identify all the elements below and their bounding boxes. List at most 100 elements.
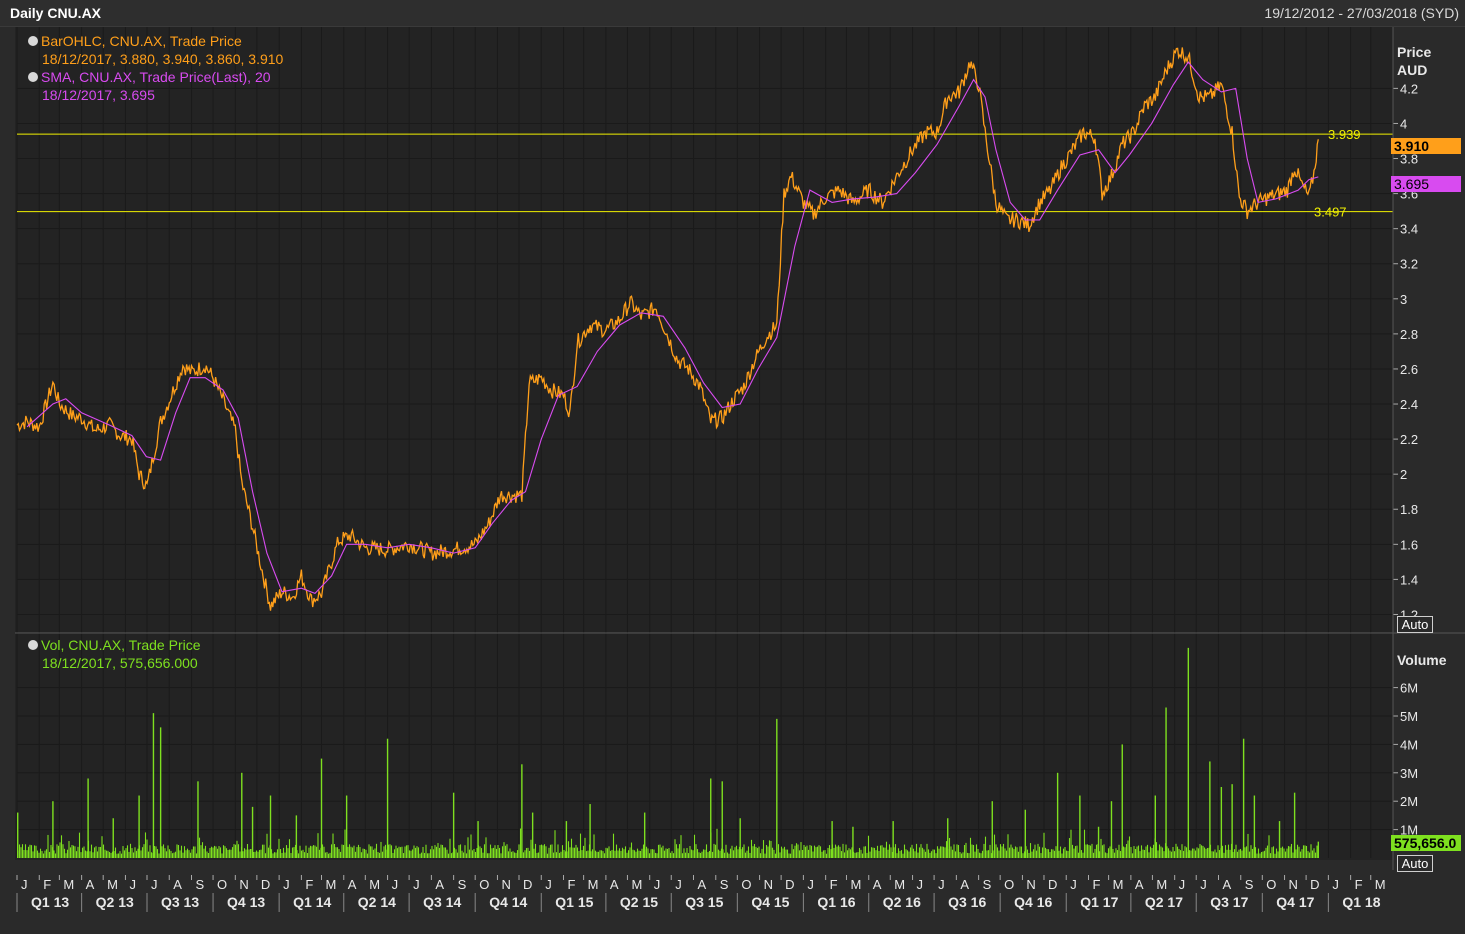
title-bar: Daily CNU.AX 19/12/2012 - 27/03/2018 (SY…: [0, 0, 1465, 27]
month-label: D: [1310, 877, 1319, 892]
price-panel: [15, 27, 1393, 632]
quarter-label: Q4 16: [1014, 894, 1052, 910]
gridlines: [16, 27, 1393, 858]
price-axis-unit: AUD: [1397, 62, 1427, 78]
legend-ohlc-name: BarOHLC, CNU.AX, Trade Price: [41, 33, 242, 49]
legend-ohlc-icon[interactable]: [28, 36, 38, 46]
legend-ohlc[interactable]: BarOHLC, CNU.AX, Trade Price: [28, 32, 242, 50]
month-label: A: [698, 877, 707, 892]
quarter-label: Q4 15: [751, 894, 789, 910]
horizontal-lines[interactable]: 3.939 3.497: [17, 127, 1393, 220]
quarter-label: Q1 15: [555, 894, 593, 910]
month-label: A: [960, 877, 969, 892]
quarter-label: Q3 16: [948, 894, 986, 910]
volume-tick-label: 3M: [1400, 766, 1418, 781]
legend-ohlc-values: 18/12/2017, 3.880, 3.940, 3.860, 3.910: [42, 51, 284, 67]
month-label: J: [129, 877, 136, 892]
legend-sma[interactable]: SMA, CNU.AX, Trade Price(Last), 20: [28, 68, 271, 86]
legend-sma-name: SMA, CNU.AX, Trade Price(Last), 20: [41, 69, 271, 85]
sma-series: [26, 61, 1319, 595]
month-label: J: [1332, 877, 1339, 892]
volume-tick-label: 1M: [1400, 823, 1418, 838]
month-label: M: [1113, 877, 1124, 892]
price-tick-label: 1.6: [1400, 537, 1418, 552]
quarter-label: Q2 17: [1145, 894, 1183, 910]
price-tick-label: 2.4: [1400, 397, 1418, 412]
price-tick-label: 3.4: [1400, 222, 1418, 237]
month-label: J: [1179, 877, 1186, 892]
quarter-label: Q3 15: [685, 894, 723, 910]
month-label: A: [610, 877, 619, 892]
price-tick-label: 1.8: [1400, 502, 1418, 517]
chart-title: Daily CNU.AX: [10, 5, 102, 21]
month-label: S: [983, 877, 992, 892]
month-label: J: [807, 877, 814, 892]
volume-panel: [15, 633, 1393, 860]
last-volume-tag: 575,656.0: [1391, 835, 1461, 851]
price-tick-label: 2: [1400, 467, 1407, 482]
price-tick-label: 4.2: [1400, 81, 1418, 96]
sma-price-tag: 3.695: [1391, 176, 1461, 192]
month-label: J: [1200, 877, 1207, 892]
month-label: M: [894, 877, 905, 892]
quarter-label: Q4 14: [489, 894, 527, 910]
legend-volume-name: Vol, CNU.AX, Trade Price: [41, 637, 201, 653]
price-tick-label: 2.6: [1400, 362, 1418, 377]
horizontal-line-label: 3.497: [1314, 205, 1347, 220]
month-label: S: [196, 877, 205, 892]
month-label: J: [151, 877, 158, 892]
month-label: A: [173, 877, 182, 892]
month-label: N: [1026, 877, 1035, 892]
month-label: J: [545, 877, 552, 892]
month-label: O: [1004, 877, 1014, 892]
month-label: F: [1092, 877, 1100, 892]
month-label: J: [1070, 877, 1077, 892]
quarter-label: Q1 14: [293, 894, 331, 910]
price-tick-label: 2.2: [1400, 432, 1418, 447]
month-label: O: [741, 877, 751, 892]
month-label: A: [348, 877, 357, 892]
quarter-label: Q1 13: [31, 894, 69, 910]
legend-volume-icon[interactable]: [28, 640, 38, 650]
month-label: F: [830, 877, 838, 892]
month-label: D: [523, 877, 532, 892]
quarter-label: Q2 15: [620, 894, 658, 910]
quarter-label: Q4 13: [227, 894, 265, 910]
price-auto-button[interactable]: Auto: [1397, 616, 1433, 633]
price-tick-label: 4: [1400, 116, 1407, 131]
month-label: S: [1245, 877, 1254, 892]
month-label: O: [1266, 877, 1276, 892]
quarter-label: Q1 17: [1080, 894, 1118, 910]
price-axis-ticks: 4.243.83.63.43.232.82.62.42.221.81.61.41…: [1393, 81, 1418, 622]
quarter-label: Q3 17: [1210, 894, 1248, 910]
month-label: A: [1222, 877, 1231, 892]
quarter-label: Q3 14: [423, 894, 461, 910]
month-label: O: [217, 877, 227, 892]
volume-tick-label: 4M: [1400, 737, 1418, 752]
month-label: F: [1355, 877, 1363, 892]
month-label: D: [1048, 877, 1057, 892]
quarter-label: Q2 14: [358, 894, 396, 910]
month-label: J: [654, 877, 661, 892]
month-label: O: [479, 877, 489, 892]
quarter-label: Q4 17: [1276, 894, 1314, 910]
quarter-label: Q3 13: [161, 894, 199, 910]
month-label: A: [435, 877, 444, 892]
horizontal-line-label: 3.939: [1328, 127, 1361, 142]
price-series: [16, 47, 1319, 611]
legend-volume[interactable]: Vol, CNU.AX, Trade Price: [28, 636, 201, 654]
month-label: A: [1135, 877, 1144, 892]
volume-auto-button[interactable]: Auto: [1397, 855, 1433, 872]
legend-sma-values: 18/12/2017, 3.695: [42, 87, 155, 103]
month-label: M: [631, 877, 642, 892]
month-label: M: [1156, 877, 1167, 892]
volume-tick-label: 6M: [1400, 681, 1418, 696]
month-label: J: [21, 877, 28, 892]
price-axis-title: Price: [1397, 44, 1431, 60]
legend-sma-icon[interactable]: [28, 72, 38, 82]
month-label: F: [568, 877, 576, 892]
volume-tick-label: 2M: [1400, 794, 1418, 809]
